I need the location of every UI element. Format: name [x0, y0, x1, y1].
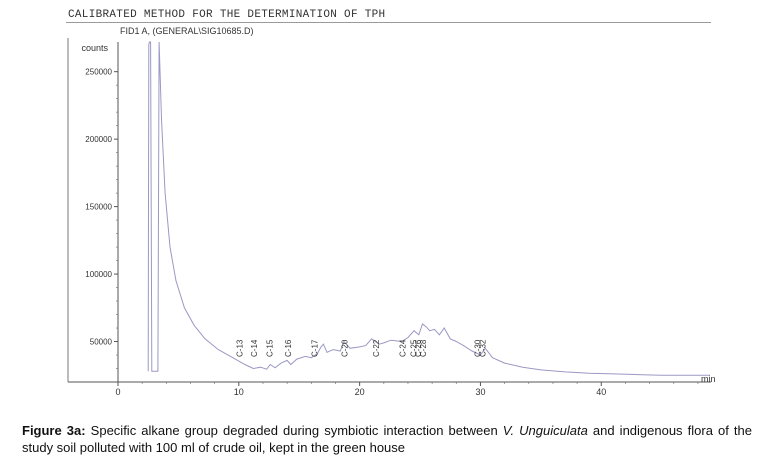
- y-tick-label: 250000: [85, 68, 112, 77]
- detector-label: FID1 A, (GENERAL\SIG10685.D): [120, 26, 254, 36]
- peak-label: C-15: [266, 339, 275, 357]
- chart-frame: [67, 38, 711, 383]
- peak-label: C-28: [419, 339, 428, 357]
- peak-label: C-20: [341, 339, 350, 357]
- x-tick-label: 20: [355, 387, 365, 397]
- peak-label: C-26: [414, 339, 423, 357]
- caption-species: V. Unguiculata: [502, 423, 588, 438]
- peak-label: C-30: [473, 339, 482, 357]
- y-tick-label: 100000: [85, 270, 112, 279]
- y-axis-label: counts: [81, 43, 108, 53]
- peak-label: C-16: [284, 339, 293, 357]
- peak-label: C-14: [250, 339, 259, 357]
- peak-label: C-17: [310, 339, 319, 357]
- trace-layer: [147, 41, 710, 376]
- peak-label: C-25: [409, 339, 418, 357]
- header-rule: [66, 22, 711, 23]
- x-tick-label: 10: [234, 387, 244, 397]
- series-line: [147, 41, 710, 376]
- y-tick-label: 50000: [90, 338, 113, 347]
- peak-label: C-32: [478, 339, 487, 357]
- page-title: CALIBRATED METHOD FOR THE DETERMINATION …: [68, 9, 386, 21]
- y-tick-label: 200000: [85, 135, 112, 144]
- figure-caption: Figure 3a: Specific alkane group degrade…: [22, 422, 752, 456]
- peak-label: C-24: [399, 339, 408, 357]
- peak-label: C-13: [235, 339, 244, 357]
- caption-text-2: and indigenous flora of the study soil p…: [22, 423, 752, 455]
- x-tick-label: 30: [475, 387, 485, 397]
- peak-label: C-22: [372, 339, 381, 357]
- caption-text-1: Specific alkane group degraded during sy…: [85, 423, 503, 438]
- peak-labels: C-13 C-14 C-15 C-16 C-17 C-20 C-22 C-24 C-25C-26…: [235, 339, 487, 357]
- x-tick-label: 40: [596, 387, 606, 397]
- caption-label: Figure 3a:: [22, 423, 86, 438]
- x-ticks: 0 10 20 30 40: [115, 382, 699, 397]
- y-tick-label: 150000: [85, 203, 112, 212]
- x-tick-label: 0: [115, 387, 120, 397]
- y-ticks: 50000 100000 150000 200000 250000: [85, 68, 118, 369]
- x-axis-label: min: [701, 374, 716, 384]
